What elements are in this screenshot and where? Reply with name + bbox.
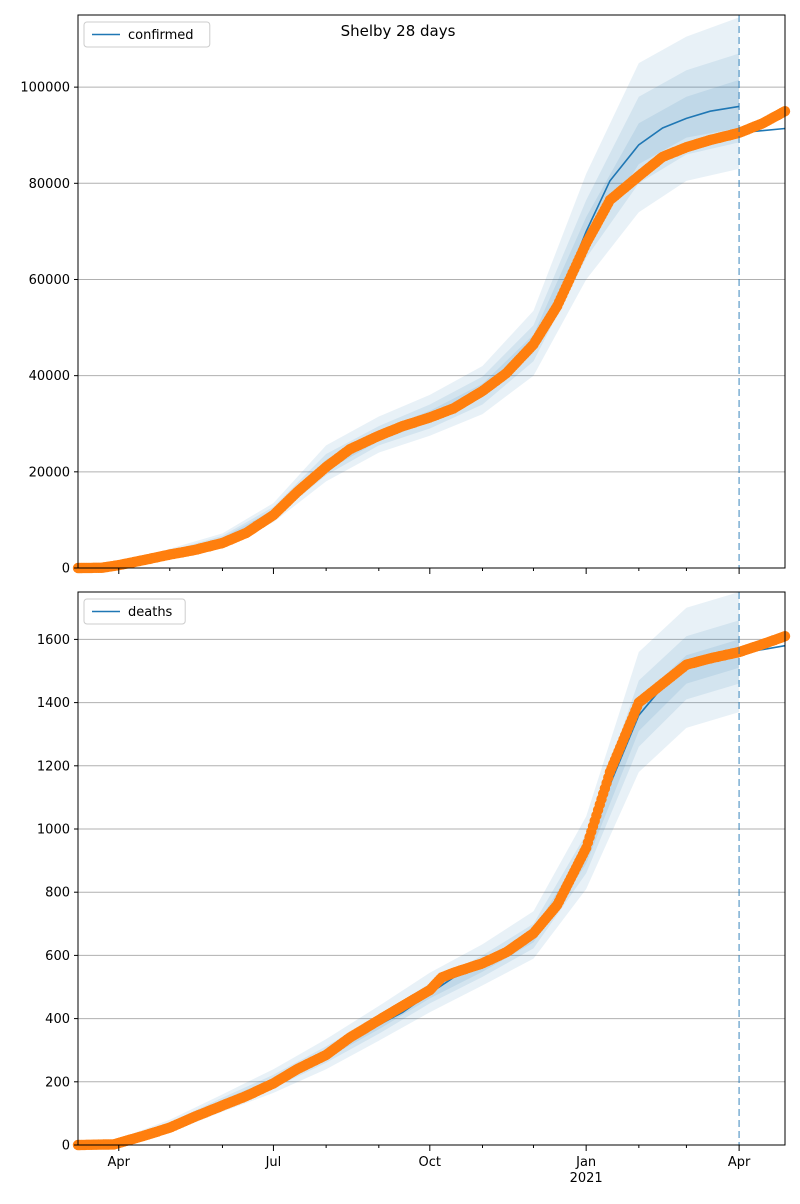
uncertainty-band xyxy=(78,79,740,569)
x-tick-label: Apr xyxy=(108,1155,131,1170)
legend-box xyxy=(83,21,211,48)
y-tick-label: 60000 xyxy=(29,273,70,288)
y-tick-label: 100000 xyxy=(20,81,70,96)
legend: confirmed xyxy=(83,21,211,48)
axes-frame xyxy=(77,14,786,569)
uncertainty-band xyxy=(78,639,740,1145)
legend-label: deaths xyxy=(128,605,173,620)
legend-box xyxy=(83,598,186,625)
deaths-chart: 0 200 400 600 800 1000 1200 1400 1600 Apr Jul Oct Ja… xyxy=(37,591,791,1186)
axes-frame xyxy=(77,591,786,1146)
y-tick-label: 1200 xyxy=(37,759,70,774)
y-tick-label: 200 xyxy=(45,1075,70,1090)
legend-label: confirmed xyxy=(128,28,194,43)
y-tick-label: 0 xyxy=(62,1139,70,1154)
y-tick-label: 0 xyxy=(62,562,70,577)
legend: deaths xyxy=(83,598,186,625)
uncertainty-band xyxy=(78,17,740,568)
confirmed-chart: 0 20000 40000 60000 80000 100000 confirmed xyxy=(20,14,791,577)
y-tick-label: 400 xyxy=(45,1012,70,1027)
y-tick-label: 80000 xyxy=(29,177,70,192)
uncertainty-band xyxy=(78,592,740,1145)
y-tick-label: 800 xyxy=(45,886,70,901)
x-tick-year-label: 2021 xyxy=(570,1171,603,1186)
uncertainty-band xyxy=(78,53,740,568)
y-tick-label: 40000 xyxy=(29,369,70,384)
figure-title: Shelby 28 days xyxy=(341,22,456,40)
x-tick-label: Oct xyxy=(419,1155,441,1170)
x-tick-label: Jul xyxy=(265,1155,282,1170)
x-tick-label: Apr xyxy=(728,1155,751,1170)
y-tick-label: 1600 xyxy=(37,633,70,648)
y-tick-label: 600 xyxy=(45,949,70,964)
observed-points xyxy=(72,631,791,1151)
y-tick-label: 1000 xyxy=(37,823,70,838)
y-tick-label: 1400 xyxy=(37,696,70,711)
y-tick-label: 20000 xyxy=(29,465,70,480)
observed-points xyxy=(72,106,791,574)
x-tick-label: Jan xyxy=(575,1155,596,1170)
